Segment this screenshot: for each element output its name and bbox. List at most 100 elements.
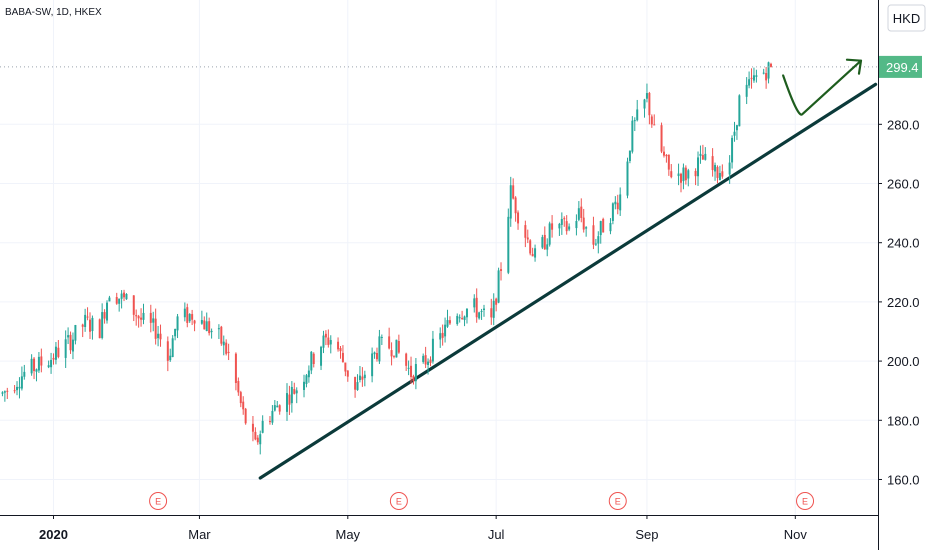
candle-up[interactable] xyxy=(478,311,481,320)
candle-up[interactable] xyxy=(534,244,537,262)
candle-down[interactable] xyxy=(517,210,520,230)
candle-up[interactable] xyxy=(71,332,74,360)
candle-up[interactable] xyxy=(371,347,374,383)
candle-up[interactable] xyxy=(444,317,447,343)
candle-down[interactable] xyxy=(461,310,464,320)
candle-down[interactable] xyxy=(123,289,126,302)
candle-down[interactable] xyxy=(448,316,451,325)
candle-down[interactable] xyxy=(103,309,106,324)
candle-down[interactable] xyxy=(220,325,223,346)
candle-up[interactable] xyxy=(271,405,274,425)
candle-down[interactable] xyxy=(239,390,242,408)
candle-down[interactable] xyxy=(312,352,315,368)
candle-up[interactable] xyxy=(497,267,500,304)
candle-up[interactable] xyxy=(217,324,220,340)
candle-down[interactable] xyxy=(193,319,196,332)
candle-down[interactable] xyxy=(339,345,342,359)
candle-up[interactable] xyxy=(205,312,208,332)
candle-up[interactable] xyxy=(373,351,376,359)
candle-up[interactable] xyxy=(568,223,571,232)
candle-down[interactable] xyxy=(711,148,714,177)
candle-up[interactable] xyxy=(378,329,381,364)
candle-up[interactable] xyxy=(597,231,600,254)
projection-arrow[interactable] xyxy=(782,59,863,116)
candle-down[interactable] xyxy=(237,377,240,396)
candle-up[interactable] xyxy=(356,374,359,391)
candle-down[interactable] xyxy=(135,309,138,326)
candle-down[interactable] xyxy=(670,164,673,179)
candle-up[interactable] xyxy=(106,300,109,324)
candle-up[interactable] xyxy=(752,67,755,83)
candle-up[interactable] xyxy=(677,163,680,186)
candle-up[interactable] xyxy=(626,157,629,199)
candle-down[interactable] xyxy=(132,295,135,322)
candle-up[interactable] xyxy=(310,350,313,375)
candle-down[interactable] xyxy=(500,262,503,281)
candle-up[interactable] xyxy=(762,68,765,75)
candle-up[interactable] xyxy=(295,387,298,404)
candle-down[interactable] xyxy=(6,387,9,399)
candle-up[interactable] xyxy=(320,345,323,371)
candle-up[interactable] xyxy=(628,150,631,164)
candle-down[interactable] xyxy=(490,298,493,325)
candle-up[interactable] xyxy=(142,303,145,325)
candle-up[interactable] xyxy=(322,330,325,354)
candle-down[interactable] xyxy=(441,324,444,346)
candle-up[interactable] xyxy=(548,221,551,247)
candle-down[interactable] xyxy=(701,144,704,160)
candle-down[interactable] xyxy=(52,353,55,365)
candle-down[interactable] xyxy=(137,314,140,328)
candle-up[interactable] xyxy=(20,366,23,391)
candle-up[interactable] xyxy=(414,357,417,390)
candle-up[interactable] xyxy=(718,165,721,181)
candle-down[interactable] xyxy=(288,385,291,415)
candle-down[interactable] xyxy=(337,337,340,352)
candlestick-series[interactable] xyxy=(1,61,772,455)
candle-up[interactable] xyxy=(37,352,40,373)
candle-up[interactable] xyxy=(305,373,308,388)
candle-down[interactable] xyxy=(208,317,211,336)
candle-down[interactable] xyxy=(565,215,568,235)
candle-down[interactable] xyxy=(592,216,595,250)
candle-down[interactable] xyxy=(388,327,391,350)
candle-down[interactable] xyxy=(424,346,427,369)
candle-up[interactable] xyxy=(643,98,646,118)
candle-down[interactable] xyxy=(191,309,194,326)
candle-up[interactable] xyxy=(1,391,4,397)
candle-up[interactable] xyxy=(407,360,410,376)
candle-up[interactable] xyxy=(74,324,77,345)
candle-up[interactable] xyxy=(614,196,617,210)
earnings-marker[interactable]: E xyxy=(608,492,627,510)
candle-up[interactable] xyxy=(64,330,67,368)
candle-up[interactable] xyxy=(735,124,738,140)
candle-up[interactable] xyxy=(738,94,741,127)
candle-up[interactable] xyxy=(755,69,758,83)
candle-up[interactable] xyxy=(687,168,690,187)
candle-up[interactable] xyxy=(480,308,483,320)
candle-down[interactable] xyxy=(650,114,653,128)
candle-up[interactable] xyxy=(363,370,366,387)
candle-up[interactable] xyxy=(631,116,634,154)
candle-down[interactable] xyxy=(716,165,719,184)
candle-up[interactable] xyxy=(558,222,561,236)
candle-down[interactable] xyxy=(225,339,228,356)
candle-down[interactable] xyxy=(57,340,60,359)
candle-up[interactable] xyxy=(16,381,19,396)
candle-down[interactable] xyxy=(81,323,84,338)
candle-up[interactable] xyxy=(91,315,94,340)
candle-down[interactable] xyxy=(13,385,16,394)
candle-up[interactable] xyxy=(714,162,717,181)
candle-down[interactable] xyxy=(551,215,554,238)
candle-up[interactable] xyxy=(50,352,53,374)
candle-up[interactable] xyxy=(3,390,6,402)
candle-up[interactable] xyxy=(473,294,476,313)
candle-up[interactable] xyxy=(458,314,461,323)
candle-up[interactable] xyxy=(509,176,512,227)
candle-down[interactable] xyxy=(662,146,665,158)
candle-down[interactable] xyxy=(375,347,378,362)
candle-up[interactable] xyxy=(152,311,155,332)
candle-down[interactable] xyxy=(254,427,257,441)
candle-up[interactable] xyxy=(47,360,50,369)
candle-down[interactable] xyxy=(341,345,344,363)
candle-down[interactable] xyxy=(694,168,697,186)
